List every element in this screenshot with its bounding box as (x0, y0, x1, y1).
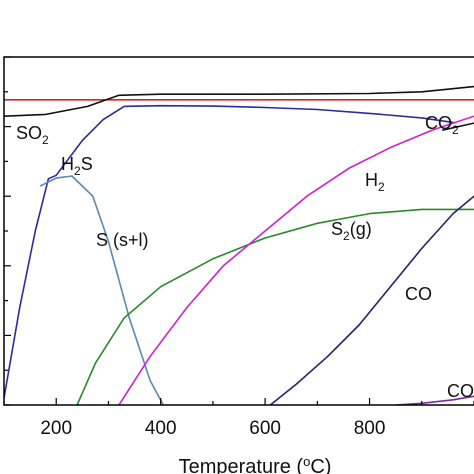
x-axis-title-pre: Temperature ( (179, 456, 304, 474)
series-label-cos: CO (447, 381, 474, 401)
series-line-co (269, 195, 474, 405)
x-tick-label-400: 400 (145, 418, 177, 439)
x-axis-title-post: C) (310, 456, 331, 474)
series-line-h2 (118, 115, 474, 405)
x-axis-title: Temperature (oC) (179, 454, 332, 474)
axes-layer: 200 400 600 800 (3, 56, 474, 439)
series-label-co: CO (405, 284, 432, 304)
series-label-so2: SO2 (16, 123, 49, 147)
x-tick-label-200: 200 (40, 418, 72, 439)
x-tick-label-800: 800 (354, 418, 386, 439)
x-axis-title-degree: o (303, 454, 310, 469)
series-label-h2: H2 (365, 170, 385, 194)
series-line-so2 (4, 85, 474, 117)
series-layer (4, 85, 474, 405)
series-label-h2s: H2S (61, 154, 93, 178)
series-label-co2: CO2 (425, 113, 459, 137)
x-tick-label-600: 600 (249, 418, 281, 439)
series-label-s2_gas: S2(g) (331, 219, 372, 243)
series-line-co2 (441, 122, 474, 131)
labels-layer: SO2 H2S S (s+l) S2(g) H2 CO CO CO2 (16, 113, 474, 401)
series-line-s2_gas (76, 208, 474, 405)
series-line-h2s (4, 104, 454, 399)
series-line-cos (394, 395, 474, 405)
series-label-s_solid_liquid: S (s+l) (96, 230, 149, 250)
series-line-s_solid_liquid (39, 175, 165, 405)
